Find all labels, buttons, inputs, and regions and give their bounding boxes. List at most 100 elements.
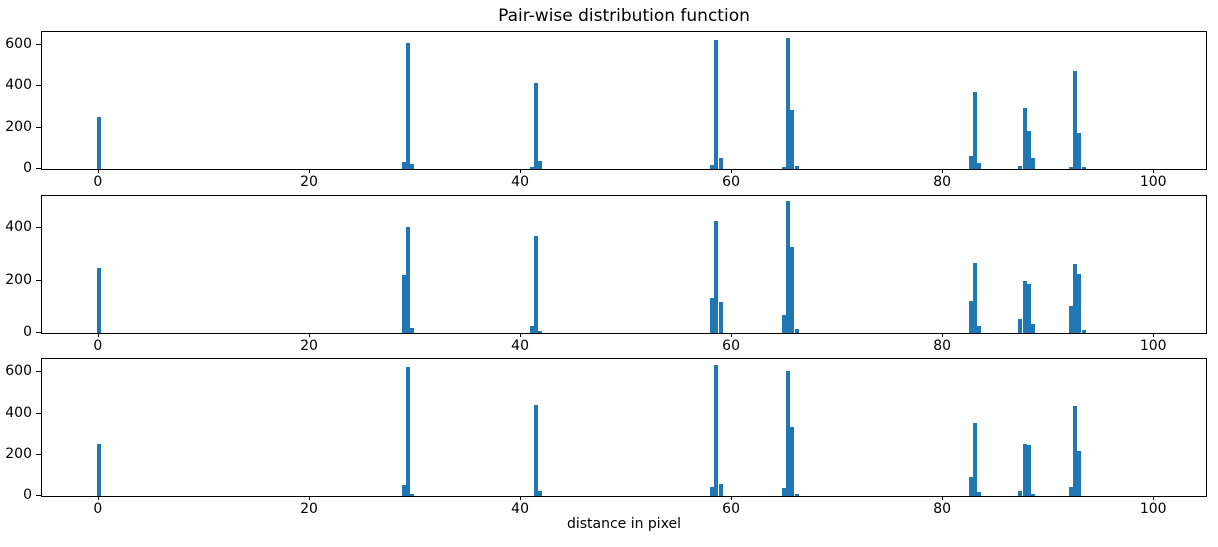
x-tick-label: 60 (722, 174, 740, 190)
subplot-2-axes: 0 20 40 60 80 100 0 200 400 (5, 195, 1207, 354)
x-tick-label: 100 (1139, 501, 1167, 517)
histogram-bar (718, 483, 723, 496)
x-tick-mark (520, 169, 522, 173)
histogram-bar (1030, 323, 1035, 333)
x-tick-mark (942, 169, 944, 173)
histogram-bar (786, 371, 791, 496)
x-tick-label: 60 (722, 338, 740, 354)
histogram-bar (402, 485, 406, 496)
histogram-bar (97, 117, 101, 169)
histogram-bar (402, 275, 406, 333)
x-tick-label: 80 (933, 338, 952, 354)
x-tick-label: 20 (300, 338, 318, 354)
histogram-bar (1022, 107, 1027, 169)
x-tick-label: 0 (93, 174, 103, 190)
y-tick-label: 400 (5, 77, 32, 94)
y-tick-mark (36, 279, 41, 281)
histogram-bar (410, 163, 415, 169)
histogram-bar (533, 405, 538, 496)
histogram-bar (410, 327, 415, 333)
histogram-bar (533, 83, 538, 169)
y-tick-label: 0 (23, 324, 32, 340)
x-tick-mark (309, 169, 310, 173)
histogram-bar (1081, 166, 1086, 169)
histogram-bar (538, 161, 543, 169)
histogram-bar (1073, 406, 1078, 496)
histogram-bar (410, 493, 415, 496)
histogram-bar (714, 39, 719, 169)
y-tick-label: 200 (5, 446, 32, 463)
histogram-bar (972, 92, 977, 169)
x-tick-label: 100 (1139, 338, 1167, 354)
x-tick-mark (1153, 333, 1155, 337)
x-tick-mark (731, 333, 733, 337)
x-tick-label: 60 (722, 501, 740, 517)
histogram-bar (1068, 306, 1073, 333)
histogram-bar (406, 42, 411, 169)
histogram-bar (538, 330, 543, 333)
histogram-bar (977, 326, 982, 333)
x-tick-label: 20 (300, 174, 318, 190)
histogram-bar (714, 365, 719, 496)
subplot-1-axes: 0 20 40 60 80 100 0 200 400 600 (5, 31, 1207, 190)
histogram-bar (406, 366, 411, 496)
histogram-bar (781, 487, 786, 496)
histogram-bar (790, 247, 795, 333)
x-tick-label: 20 (300, 501, 318, 517)
x-tick-mark (1153, 496, 1155, 500)
x-tick-label: 80 (933, 174, 952, 190)
histogram-bar (1026, 131, 1031, 169)
x-tick-mark (97, 169, 99, 173)
histogram-bar (97, 267, 101, 333)
histogram-bar (1026, 445, 1031, 496)
y-tick-label: 400 (5, 404, 32, 421)
histogram-bar (710, 165, 715, 169)
histogram-bar (1018, 318, 1023, 333)
histogram-bar (529, 166, 534, 169)
histogram-bar (529, 326, 534, 333)
histogram-bar (533, 235, 538, 333)
y-tick-label: 600 (5, 363, 32, 380)
y-tick-mark (36, 412, 41, 414)
histogram-bar (538, 491, 543, 496)
y-tick-label: 600 (5, 35, 32, 52)
histogram-bar (1073, 264, 1078, 333)
histogram-bar (790, 427, 795, 496)
histogram-bar (968, 476, 973, 496)
histogram-bar (781, 167, 786, 169)
histogram-bar (1077, 273, 1082, 333)
histogram-bar (977, 492, 982, 496)
y-tick-mark (36, 454, 41, 456)
histogram-bar (1077, 133, 1082, 169)
x-tick-label: 0 (93, 501, 103, 517)
histogram-bar (781, 315, 786, 333)
y-tick-mark (36, 85, 41, 87)
histogram-bar (1026, 284, 1031, 333)
histogram-bar (1068, 166, 1073, 169)
y-tick-mark (36, 127, 41, 129)
histogram-bar (1030, 494, 1035, 496)
y-tick-label: 0 (23, 160, 32, 176)
x-tick-mark (309, 333, 310, 337)
histogram-bar (710, 486, 715, 496)
histogram-bar (1022, 443, 1027, 496)
histogram-bar (1068, 487, 1073, 496)
subplot-3-axes: 0 20 40 60 80 100 0 200 400 600 (5, 358, 1207, 517)
x-tick-mark (97, 496, 99, 500)
histogram-bar (972, 262, 977, 333)
histogram-bar (1073, 71, 1078, 169)
y-tick-label: 200 (5, 119, 32, 136)
x-tick-mark (731, 169, 733, 173)
y-tick-mark (36, 371, 41, 373)
histogram-bar (714, 220, 719, 333)
histogram-bar (718, 302, 723, 333)
x-tick-mark (1153, 169, 1155, 173)
histogram-bar (794, 165, 799, 169)
histogram-bar (97, 443, 101, 496)
histogram-bar (786, 201, 791, 333)
x-tick-label: 40 (511, 501, 529, 517)
y-tick-mark (36, 332, 41, 333)
histogram-bar (710, 297, 715, 333)
histogram-bar (1018, 490, 1023, 496)
